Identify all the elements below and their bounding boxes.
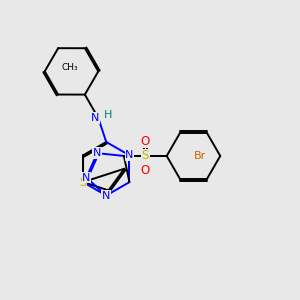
Text: H: H bbox=[103, 110, 112, 120]
Text: N: N bbox=[91, 113, 99, 123]
Text: O: O bbox=[141, 135, 150, 148]
Text: CH₃: CH₃ bbox=[61, 63, 78, 72]
Text: N: N bbox=[125, 150, 134, 161]
Text: S: S bbox=[142, 149, 149, 162]
Text: N: N bbox=[93, 148, 101, 158]
Text: N: N bbox=[82, 172, 91, 183]
Text: Br: Br bbox=[194, 151, 206, 161]
Text: S: S bbox=[80, 176, 87, 189]
Text: O: O bbox=[141, 164, 150, 177]
Text: N: N bbox=[102, 190, 110, 200]
